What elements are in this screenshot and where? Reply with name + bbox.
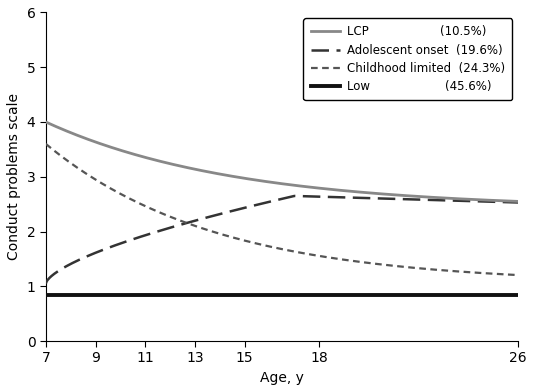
Y-axis label: Conduct problems scale: Conduct problems scale: [7, 93, 21, 260]
X-axis label: Age, y: Age, y: [260, 371, 304, 385]
Legend: LCP                   (10.5%), Adolescent onset  (19.6%), Childhood limited  (24: LCP (10.5%), Adolescent onset (19.6%), C…: [303, 18, 512, 100]
